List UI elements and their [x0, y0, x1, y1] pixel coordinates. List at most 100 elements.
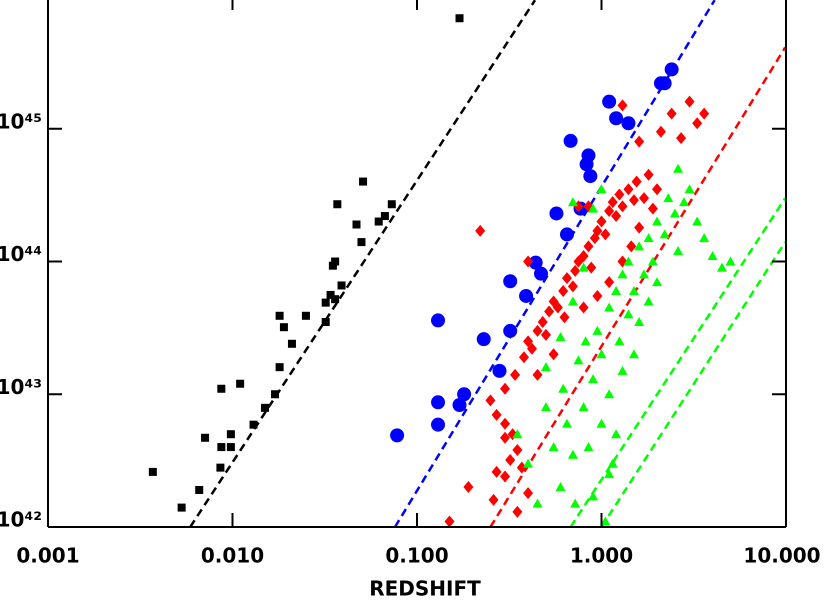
square-point — [217, 443, 226, 452]
diamond-point — [488, 493, 499, 506]
diamond-point — [643, 168, 654, 181]
triangle-point — [628, 285, 639, 295]
triangle-point — [512, 429, 523, 439]
square-point — [359, 177, 368, 186]
diamond-point — [604, 205, 615, 218]
square-point — [177, 503, 186, 512]
diamond-point — [500, 417, 511, 430]
square-point — [387, 200, 396, 209]
diamond-point — [532, 324, 543, 337]
triangle-point — [659, 229, 670, 239]
triangle-point — [583, 442, 594, 452]
diamond-point — [558, 284, 569, 297]
triangle-point — [611, 285, 622, 295]
square-point — [328, 261, 337, 270]
triangle-point — [558, 383, 569, 393]
triangle-point — [580, 336, 591, 346]
triangle-point — [617, 269, 628, 279]
diamond-point — [491, 465, 502, 478]
diamond-point — [512, 505, 523, 518]
square-point — [226, 443, 235, 452]
diamond-point — [617, 200, 628, 213]
diamond-point — [578, 250, 589, 263]
diamond-point — [500, 382, 511, 395]
model-line — [569, 197, 786, 527]
triangle-point — [679, 197, 690, 207]
triangle-point — [692, 216, 703, 226]
y-tick-label: 10⁴⁵ — [0, 109, 42, 133]
circle-point — [519, 288, 534, 303]
triangle-point — [647, 256, 658, 266]
square-point — [195, 485, 204, 494]
square-point — [287, 339, 296, 348]
circle-point — [492, 363, 507, 378]
triangle-point — [573, 355, 584, 365]
x-tick-label: 0.001 — [16, 544, 79, 568]
square-point — [321, 298, 330, 307]
triangle-point — [555, 331, 566, 341]
square-point — [226, 430, 235, 439]
diamond-point — [592, 224, 603, 237]
triangle-point — [717, 262, 728, 272]
diamond-point — [647, 202, 658, 215]
diamond-point — [578, 301, 589, 314]
triangle-point — [592, 325, 603, 335]
triangle-point — [623, 256, 634, 266]
diamond-point — [505, 453, 516, 466]
triangle-point — [604, 302, 615, 312]
square-point — [352, 220, 361, 229]
square-point — [216, 463, 225, 472]
diamond-point — [500, 431, 511, 444]
square-point — [271, 390, 280, 399]
diamond-point — [512, 444, 523, 457]
square-point — [275, 311, 284, 320]
triangle-point — [673, 163, 684, 173]
triangle-point — [567, 197, 578, 207]
diamond-point — [548, 348, 559, 361]
triangle-point — [634, 241, 645, 251]
diamond-point — [500, 470, 511, 483]
model-line — [189, 0, 537, 527]
diamond-point — [614, 188, 625, 201]
y-tick-label: 10⁴⁶ — [0, 0, 42, 1]
diamond-point — [475, 224, 486, 237]
circle-point — [609, 111, 624, 126]
circle-point — [549, 206, 564, 221]
square-point — [331, 257, 340, 266]
triangle-point — [643, 233, 654, 243]
triangle-point — [628, 349, 639, 359]
square-point — [357, 238, 366, 247]
triangle-point — [588, 491, 599, 501]
circle-point — [563, 133, 578, 148]
triangle-point — [643, 296, 654, 306]
triangle-point — [596, 418, 607, 428]
square-point — [279, 323, 288, 332]
triangle-point — [561, 418, 572, 428]
circle-point — [664, 62, 679, 77]
diamond-point — [523, 335, 534, 348]
diamond-point — [652, 183, 663, 196]
diamond-point — [617, 99, 628, 112]
triangle-point — [673, 245, 684, 255]
diamond-point — [628, 194, 639, 207]
triangle-point — [596, 349, 607, 359]
triangle-point — [578, 402, 589, 412]
diamond-point — [537, 316, 548, 329]
triangle-point — [707, 251, 718, 261]
triangle-point — [540, 362, 551, 372]
triangle-point — [604, 389, 615, 399]
circle-point — [602, 94, 617, 109]
triangle-point — [567, 449, 578, 459]
diamond-point — [631, 175, 642, 188]
triangle-point — [623, 309, 634, 319]
diamond-point — [485, 394, 496, 407]
circle-point — [431, 313, 446, 328]
y-tick-label: 10⁴⁴ — [0, 242, 42, 266]
diamond-point — [523, 487, 534, 500]
circle-point — [559, 227, 574, 242]
triangle-point — [596, 184, 607, 194]
circle-point — [431, 395, 446, 410]
triangle-point — [634, 317, 645, 327]
diamond-point — [586, 261, 597, 274]
square-point — [301, 311, 310, 320]
